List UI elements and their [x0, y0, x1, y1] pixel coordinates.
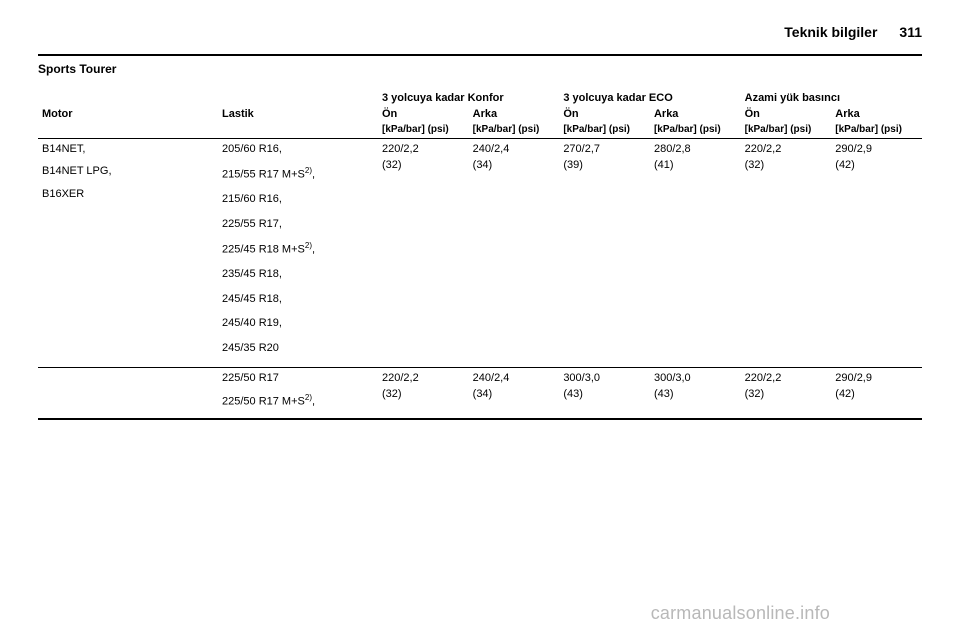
tyre-item: 225/50 R17 — [222, 370, 374, 387]
unit-1: [kPa/bar] (psi) — [378, 122, 469, 137]
col-rear-3: Arka — [831, 106, 922, 122]
table-row: 225/50 R17 225/50 R17 M+S2), 220/2,2(32)… — [38, 367, 922, 418]
col-rear-2: Arka — [650, 106, 741, 122]
pressure-cell: 220/2,2(32) — [378, 367, 469, 418]
tyre-item: 225/45 R18 M+S2), — [222, 240, 374, 258]
col-front-1: Ön — [378, 106, 469, 122]
tyre-item: 245/40 R19, — [222, 315, 374, 332]
pressure-cell: 240/2,4(34) — [469, 138, 560, 366]
variant-label: Sports Tourer — [38, 62, 922, 76]
tyre-list: 225/50 R17 225/50 R17 M+S2), — [222, 370, 374, 411]
tyre-item: 225/55 R17, — [222, 216, 374, 233]
tyre-list: 205/60 R16, 215/55 R17 M+S2), 215/60 R16… — [222, 141, 374, 357]
page-number: 311 — [899, 24, 922, 40]
tyre-item: 235/45 R18, — [222, 266, 374, 283]
unit-2: [kPa/bar] (psi) — [469, 122, 560, 137]
motor-item: B14NET, — [42, 141, 214, 158]
tyre-item: 215/55 R17 M+S2), — [222, 165, 374, 183]
watermark: carmanualsonline.info — [651, 603, 830, 624]
pressure-cell: 300/3,0(43) — [559, 367, 650, 418]
table-row: B14NET, B14NET LPG, B16XER 205/60 R16, 2… — [38, 138, 922, 366]
tyre-item: 245/45 R18, — [222, 291, 374, 308]
col-tyre: Lastik — [218, 106, 378, 122]
tyre-item: 215/60 R16, — [222, 191, 374, 208]
tyre-item: 225/50 R17 M+S2), — [222, 392, 374, 410]
pressure-cell: 240/2,4(34) — [469, 367, 560, 418]
pressure-cell: 280/2,8(41) — [650, 138, 741, 366]
pressure-cell: 270/2,7(39) — [559, 138, 650, 366]
group-eco: 3 yolcuya kadar ECO — [559, 90, 740, 106]
col-rear-1: Arka — [469, 106, 560, 122]
tyre-item: 245/35 R20 — [222, 340, 374, 357]
pressure-cell: 220/2,2(32) — [741, 367, 832, 418]
unit-5: [kPa/bar] (psi) — [741, 122, 832, 137]
pressure-cell: 300/3,0(43) — [650, 367, 741, 418]
motor-item: B16XER — [42, 186, 214, 203]
pressure-cell: 220/2,2(32) — [378, 138, 469, 366]
motor-list: B14NET, B14NET LPG, B16XER — [42, 141, 214, 203]
unit-6: [kPa/bar] (psi) — [831, 122, 922, 137]
group-max: Azami yük basıncı — [741, 90, 922, 106]
unit-3: [kPa/bar] (psi) — [559, 122, 650, 137]
section-title: Teknik bilgiler — [784, 24, 877, 40]
pressure-cell: 290/2,9(42) — [831, 138, 922, 366]
col-front-3: Ön — [741, 106, 832, 122]
col-motor: Motor — [38, 106, 218, 122]
top-rule — [38, 54, 922, 56]
pressure-cell: 290/2,9(42) — [831, 367, 922, 418]
tyre-pressure-table: 3 yolcuya kadar Konfor 3 yolcuya kadar E… — [38, 90, 922, 420]
motor-item: B14NET LPG, — [42, 163, 214, 180]
col-front-2: Ön — [559, 106, 650, 122]
tyre-item: 205/60 R16, — [222, 141, 374, 158]
unit-4: [kPa/bar] (psi) — [650, 122, 741, 137]
group-comfort: 3 yolcuya kadar Konfor — [378, 90, 559, 106]
pressure-cell: 220/2,2(32) — [741, 138, 832, 366]
